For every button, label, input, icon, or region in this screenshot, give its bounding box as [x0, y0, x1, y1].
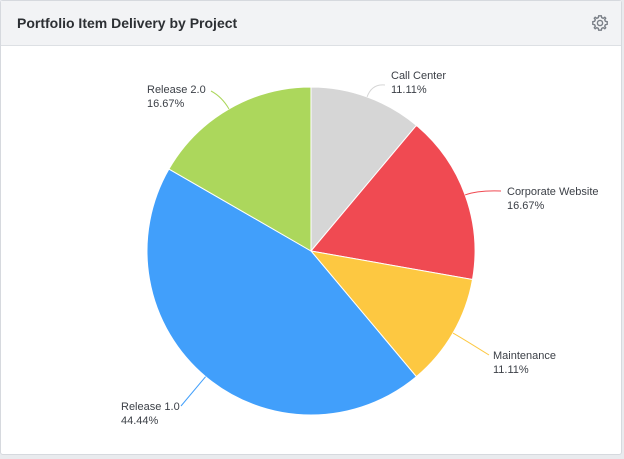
slice-value-label: 16.67%	[147, 98, 185, 110]
pie-slice-corporate-website[interactable]	[310, 124, 476, 281]
label-connector	[452, 332, 490, 356]
pie-slice-release-1-0[interactable]	[146, 168, 418, 416]
panel-header: Portfolio Item Delivery by Project	[1, 1, 621, 46]
slice-label: Call Center	[391, 70, 446, 82]
slice-label: Release 2.0	[147, 84, 206, 96]
panel-title: Portfolio Item Delivery by Project	[17, 15, 238, 31]
gear-icon[interactable]	[591, 14, 609, 32]
label-connector	[210, 90, 230, 110]
slice-value-label: 44.44%	[121, 415, 159, 427]
label-connector	[464, 190, 502, 196]
pie-chart: Call Center 11.11% Corporate Website 16.67%…	[121, 70, 599, 427]
slice-value-label: 11.11%	[493, 364, 529, 376]
label-connector	[180, 376, 206, 407]
slice-label: Release 1.0	[121, 401, 180, 413]
label-connector	[366, 84, 386, 98]
slice-value-label: 16.67%	[507, 200, 545, 212]
chart-area: Call Center 11.11% Corporate Website 16.67%…	[1, 45, 623, 455]
pie-slice-release-2-0[interactable]	[168, 86, 312, 252]
slice-label: Corporate Website	[507, 186, 599, 198]
slice-value-label: 11.11%	[391, 84, 427, 96]
pie-slice-maintenance[interactable]	[309, 250, 474, 378]
slice-label: Maintenance	[493, 350, 556, 362]
pie-slice-call-center[interactable]	[310, 86, 418, 253]
